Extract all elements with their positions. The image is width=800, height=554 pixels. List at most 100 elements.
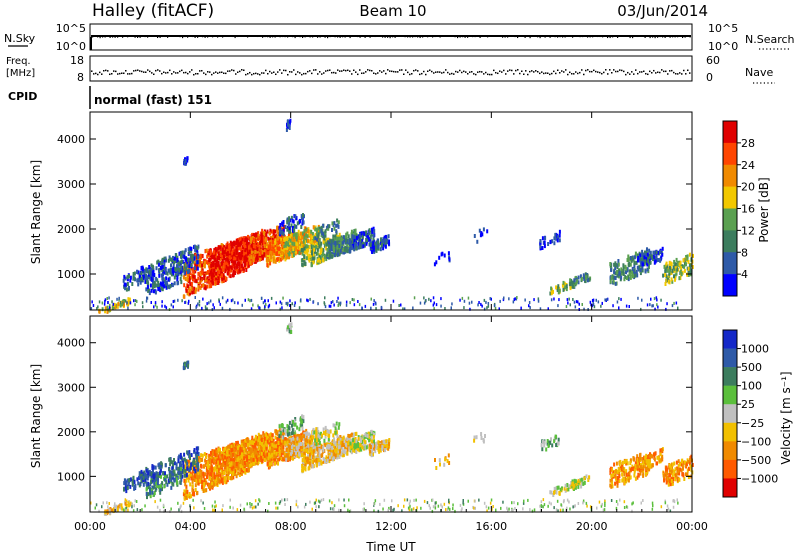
- freq-point: [531, 70, 533, 72]
- heat-cell: [691, 265, 694, 269]
- nsky-point: [317, 36, 319, 38]
- heat-cell: [337, 220, 340, 225]
- heat-cell: [268, 303, 271, 307]
- heat-cell: [226, 478, 229, 483]
- freq-point: [543, 72, 545, 75]
- heat-cell: [318, 255, 321, 260]
- heat-cell: [223, 471, 226, 475]
- heat-cell: [311, 253, 314, 258]
- heat-cell: [171, 283, 174, 288]
- heat-cell: [97, 305, 99, 309]
- freq-point: [469, 71, 471, 73]
- heat-cell: [230, 265, 233, 270]
- heat-cell: [547, 307, 549, 311]
- heat-cell: [363, 231, 366, 236]
- heat-cell: [167, 258, 170, 263]
- heat-cell: [616, 300, 619, 304]
- heat-cell: [286, 120, 289, 125]
- heat-cell: [520, 306, 522, 310]
- heat-cell: [212, 452, 214, 457]
- freq-point: [605, 69, 607, 71]
- heat-cell: [280, 253, 283, 258]
- heat-cell: [193, 256, 195, 261]
- heat-cell: [189, 471, 192, 476]
- heat-cell: [199, 280, 202, 285]
- heat-cell: [597, 300, 600, 304]
- heat-cell: [237, 471, 240, 476]
- heat-cell: [668, 271, 671, 276]
- heat-cell: [680, 272, 683, 277]
- heat-cell: [668, 269, 671, 274]
- heat-cell: [348, 238, 351, 243]
- heat-cell: [550, 289, 553, 294]
- heat-cell: [179, 260, 182, 265]
- heat-cell: [250, 298, 253, 302]
- heat-cell: [412, 306, 414, 310]
- heat-cell: [600, 304, 602, 308]
- heat-cell: [671, 268, 674, 273]
- freq-point: [349, 70, 351, 72]
- heat-cell: [353, 234, 356, 239]
- heat-cell: [147, 288, 150, 293]
- heat-cell: [236, 254, 239, 259]
- heat-cell: [150, 301, 152, 304]
- heat-cell: [626, 268, 629, 272]
- heat-cell: [282, 296, 284, 300]
- heat-cell: [625, 266, 628, 271]
- heat-cell: [614, 266, 617, 271]
- heat-cell: [230, 469, 233, 474]
- heat-cell: [209, 476, 212, 481]
- heat-cell: [302, 239, 305, 244]
- nsky-point: [557, 36, 559, 38]
- heat-cell: [294, 247, 297, 252]
- heat-cell: [284, 249, 287, 254]
- freq-point: [301, 73, 303, 76]
- heat-cell: [314, 227, 317, 232]
- heat-cell: [372, 245, 375, 250]
- freq-point: [383, 70, 385, 72]
- heat-cell: [236, 261, 239, 266]
- heat-cell: [230, 244, 233, 249]
- heat-cell: [211, 468, 213, 473]
- heat-cell: [262, 301, 265, 305]
- heat-cell: [220, 456, 223, 461]
- heat-cell: [624, 275, 627, 280]
- heat-cell: [161, 300, 163, 304]
- freq-point: [617, 70, 619, 73]
- nsky-point: [109, 36, 111, 38]
- heat-cell: [664, 270, 667, 275]
- heat-cell: [159, 260, 162, 265]
- heat-cell: [198, 300, 201, 303]
- heat-cell: [213, 452, 216, 456]
- heat-cell: [303, 246, 306, 251]
- heat-cell: [272, 259, 275, 264]
- heat-cell: [211, 279, 214, 284]
- freq-point: [161, 72, 163, 75]
- heat-cell: [438, 255, 441, 260]
- heat-cell: [349, 247, 352, 252]
- heat-cell: [180, 272, 183, 277]
- heat-cell: [320, 225, 323, 230]
- heat-cell: [371, 227, 373, 232]
- heat-cell: [210, 263, 213, 268]
- heat-cell: [229, 307, 231, 311]
- heat-cell: [153, 305, 155, 309]
- freq-point: [611, 71, 613, 74]
- heat-cell: [325, 238, 328, 243]
- nsky-point: [504, 36, 506, 38]
- heat-cell: [637, 255, 640, 260]
- heat-cell: [357, 245, 360, 250]
- heat-cell: [233, 453, 236, 457]
- heat-cell: [265, 233, 268, 237]
- heat-cell: [328, 255, 331, 260]
- heat-cell: [244, 470, 247, 475]
- heat-cell: [336, 300, 338, 303]
- heat-cell: [214, 265, 217, 270]
- heat-cell: [574, 305, 577, 309]
- heat-cell: [665, 261, 668, 266]
- heat-cell: [219, 447, 221, 452]
- heat-cell: [656, 303, 658, 307]
- heat-cell: [164, 256, 167, 261]
- freq-point: [593, 69, 595, 72]
- heat-cell: [107, 301, 109, 304]
